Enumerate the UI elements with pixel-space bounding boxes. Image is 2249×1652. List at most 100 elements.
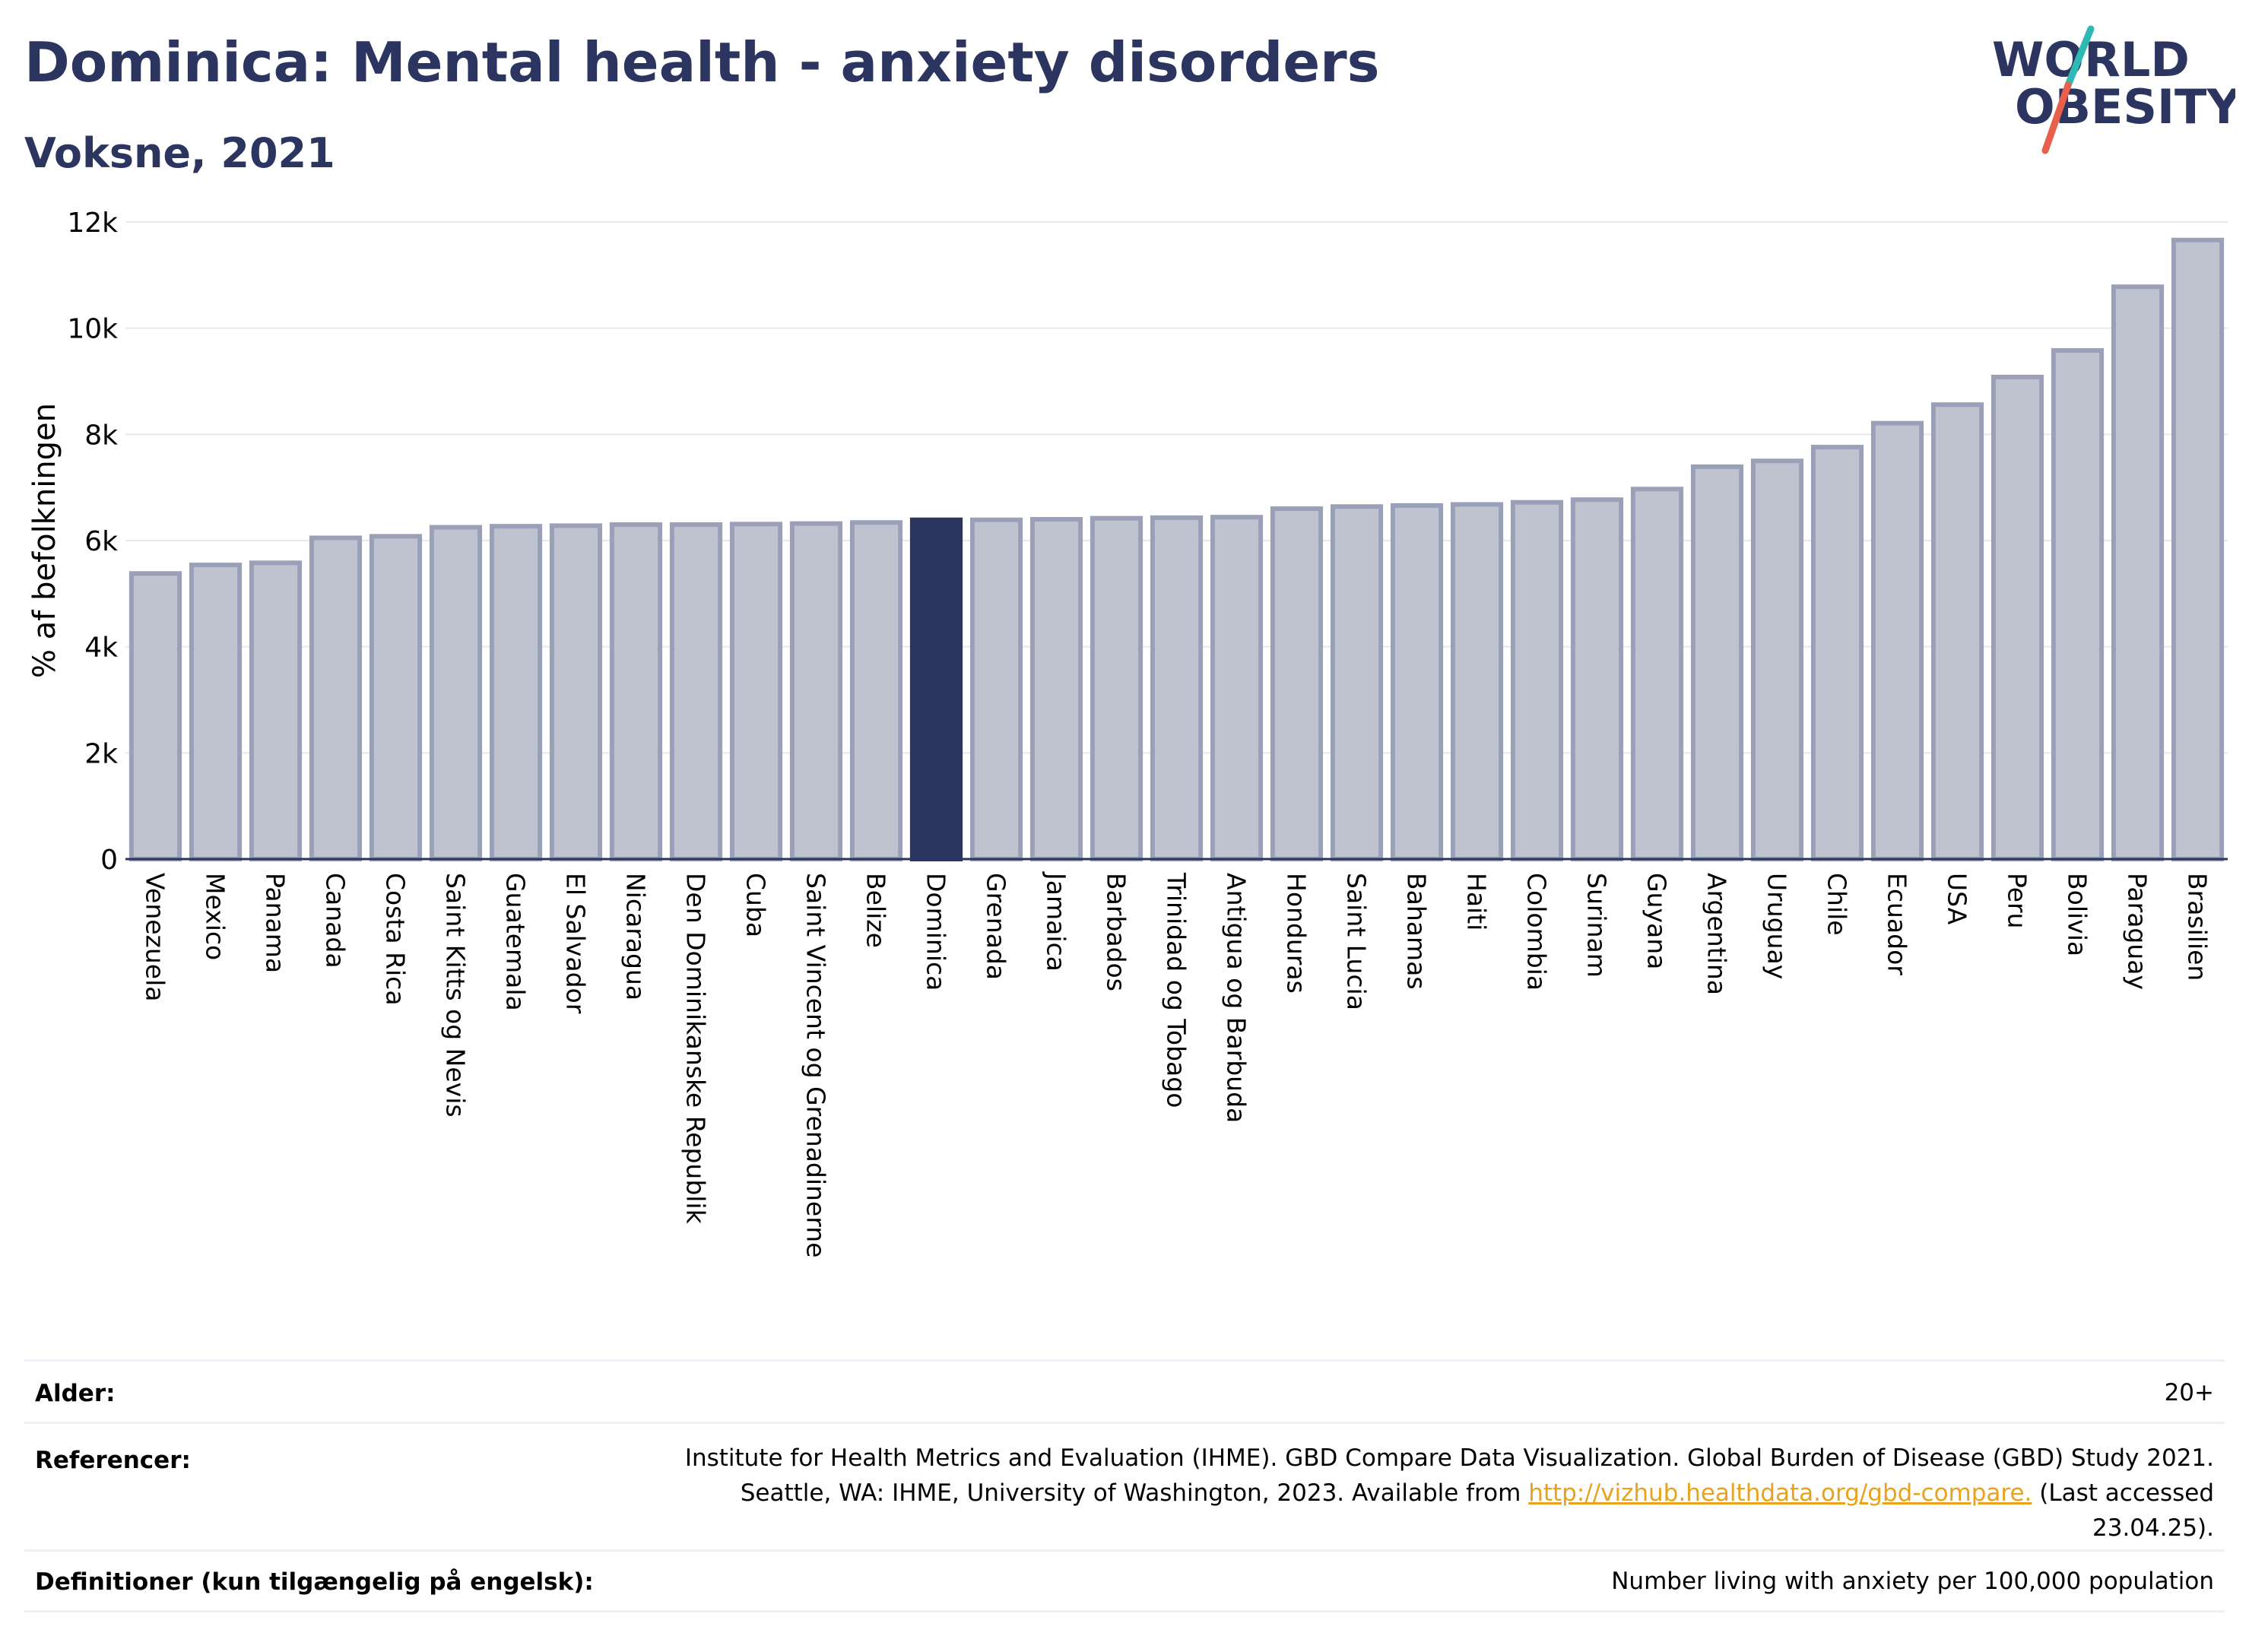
bar [1029,517,1083,861]
x-tick-label: Brasilien [2183,873,2213,981]
x-tick-label: Bahamas [1402,873,1432,990]
bar [489,524,543,862]
bar [1090,515,1144,861]
x-tick-label: USA [1943,873,1972,925]
x-tick-label: Uruguay [1762,873,1792,979]
references-text-2: Seattle, WA: IHME, University of Washing… [740,1479,1529,1507]
bar [789,521,843,861]
bar [1330,504,1384,861]
references-label: Referencer: [35,1447,191,1474]
x-tick-label: Argentina [1702,873,1732,995]
x-tick-label: Trinidad og Tobago [1162,872,1191,1108]
bar [2111,284,2165,861]
x-tick-label: Costa Rica [381,873,411,1006]
bar [369,534,423,861]
y-tick-label: 0 [100,845,118,876]
bar [2171,237,2225,861]
bar [1870,420,1924,861]
bar [1810,445,1864,861]
x-tick-label: Peru [2003,873,2032,929]
y-tick-label: 6k [84,526,118,557]
x-tick-label: Barbados [1102,873,1131,991]
bar [729,522,783,862]
x-tick-label: Jamaica [1042,871,1071,972]
x-tick-label: Surinam [1582,873,1612,978]
x-tick-label: Haiti [1462,873,1492,931]
x-tick-label: Den Dominikanske Republik [681,873,711,1225]
y-axis-label: % af befolkningen [27,403,62,678]
bar [1510,499,1564,861]
x-tick-label: Saint Vincent og Grenadinerne [801,873,831,1257]
bar [549,523,603,861]
x-tick-label: Canada [321,873,351,969]
x-tick-label: Chile [1822,873,1852,936]
bar [249,560,303,862]
age-value: 20+ [2164,1379,2214,1406]
bar [1390,503,1444,861]
x-tick-label: Nicaragua [621,873,651,1000]
bar [309,535,363,862]
references-line-2: Seattle, WA: IHME, University of Washing… [685,1476,2214,1511]
x-tick-label: Mexico [201,873,230,960]
y-tick-label: 2k [84,738,118,769]
logo-word-world: WORLD [1992,32,2190,87]
x-tick-label: Bolivia [2063,873,2092,956]
bar [1210,515,1264,861]
x-tick-label: Belize [861,873,891,948]
bar [1990,374,2044,861]
bar-highlighted [909,517,963,861]
bar [189,563,243,862]
bar-chart: 0 2k 4k 6k 8k 10k 12k Venezuela Mexico Panama Can… [27,208,2228,1257]
info-row-references: Referencer: Institute for Health Metrics… [24,1422,2225,1552]
bar [1270,506,1324,861]
bar [1750,458,1804,861]
bar [1570,497,1624,861]
x-tick-label: Ecuador [1883,873,1912,975]
x-tick-label: Guatemala [501,873,531,1011]
y-tick-label: 10k [67,314,118,345]
world-obesity-logo: WORLD OBESITY [1992,25,2235,154]
definitions-value: Number living with anxiety per 100,000 p… [1611,1568,2214,1595]
x-tick-label: Grenada [982,873,1011,980]
bar [849,520,903,861]
x-tick-label: Cuba [741,873,771,937]
bar [128,571,182,862]
bar [1150,515,1204,861]
page-title: Dominica: Mental health - anxiety disord… [24,30,1380,94]
bar [2051,347,2105,862]
bar [1630,487,1684,861]
bar [429,525,483,862]
bar [669,522,723,861]
x-tick-label: Honduras [1282,873,1312,994]
references-line-3: 23.04.25). [2092,1514,2214,1542]
bar [1930,402,1984,861]
info-table-bottom-border [24,1610,2225,1612]
age-label: Alder: [35,1380,116,1407]
bar [1450,502,1504,861]
y-tick-label: 4k [84,633,118,664]
references-link[interactable]: http://vizhub.healthdata.org/gbd-compare… [1528,1479,2032,1507]
references-line-1: Institute for Health Metrics and Evaluat… [684,1444,2214,1472]
x-axis-labels: Venezuela Mexico Panama Canada Costa Rica Sai… [141,871,2213,1257]
x-tick-label: Paraguay [2123,873,2152,990]
y-axis-ticks: 0 2k 4k 6k 8k 10k 12k [67,208,118,876]
bar-layer [128,237,2225,862]
x-tick-label: Saint Lucia [1342,873,1372,1010]
logo-slash-coral [2041,81,2072,154]
y-tick-label: 8k [84,420,118,451]
definitions-label: Definitioner (kun tilgængelig på engelsk… [35,1568,594,1596]
y-tick-label: 12k [67,208,118,239]
bar [969,517,1023,861]
x-tick-label: Panama [261,873,290,973]
bar [1690,464,1744,861]
bar [609,522,663,861]
page-subtitle: Voksne, 2021 [24,129,335,177]
x-tick-label: Dominica [921,873,951,991]
info-row-age: Alder: 20+ [24,1359,2225,1424]
x-tick-label: Saint Kitts og Nevis [441,873,471,1118]
x-tick-label: Venezuela [141,873,170,1001]
x-tick-label: Antigua og Barbuda [1222,873,1251,1123]
x-tick-label: El Salvador [561,873,591,1014]
x-tick-label: Colombia [1522,873,1552,991]
info-row-definitions: Definitioner (kun tilgængelig på engelsk… [24,1549,2225,1612]
